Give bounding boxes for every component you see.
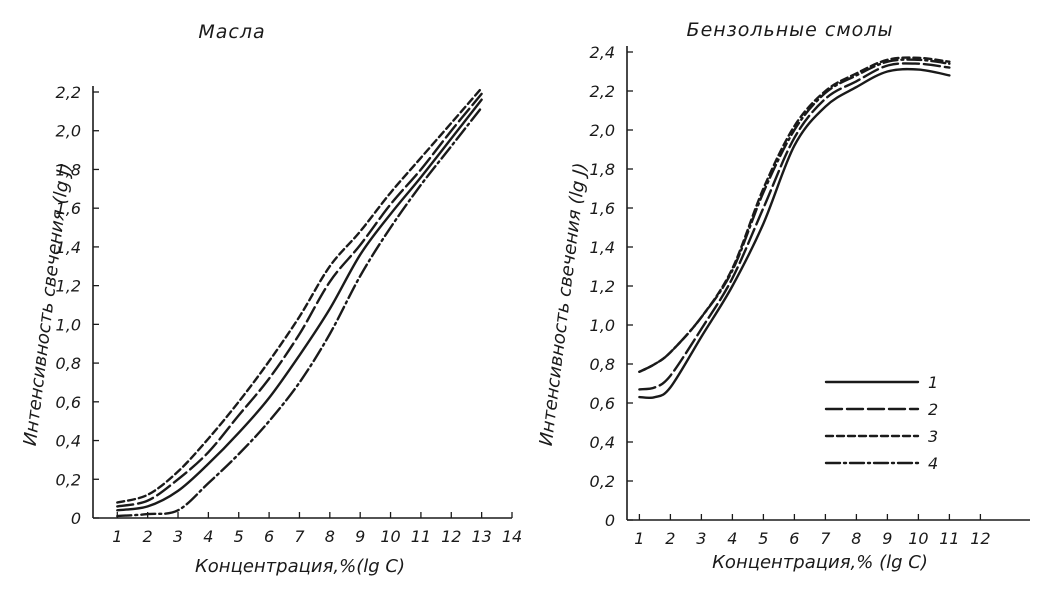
x-tick-label: 2 [143, 527, 153, 546]
y-tick-label: 0,4 [56, 432, 81, 451]
x-tick-label: 10 [380, 527, 400, 546]
x-tick-label: 1 [634, 529, 644, 548]
y-tick-label: 0,8 [590, 355, 615, 374]
y-tick-label: 1,0 [56, 315, 81, 334]
x-tick-label: 14 [502, 527, 522, 546]
y-tick-label: 0,6 [590, 394, 615, 413]
series-line-4 [116, 106, 483, 518]
x-axis-label: Концентрация,% (lg C) [712, 552, 928, 573]
x-tick-label: 11 [411, 527, 431, 546]
x-tick-label: 13 [471, 527, 491, 546]
y-tick-label: 0,8 [56, 354, 81, 373]
series-line-1 [638, 67, 951, 400]
y-tick-label: 0 [71, 509, 81, 528]
x-tick-label: 11 [939, 529, 959, 548]
legend-label-1: 1 [928, 373, 938, 392]
y-tick-label: 0,4 [590, 433, 615, 452]
chart-oils: Масла Интенсивность свечения (lg J) Конц… [20, 21, 522, 577]
x-tick-label: 6 [789, 529, 799, 548]
x-tick-label: 9 [355, 527, 365, 546]
series-line-2 [116, 92, 483, 508]
series-line-3 [638, 56, 951, 373]
y-axis-label: Интенсивность свечения (lg J) [536, 162, 592, 448]
y-tick-label: 1,0 [590, 316, 615, 335]
chart-benzene-resins: Бензольные смолы Интенсивность свечения … [536, 19, 1030, 573]
y-tick-label: 1,8 [56, 160, 81, 179]
series-line-3 [116, 86, 483, 504]
legend-label-3: 3 [928, 427, 938, 446]
series-line-1 [116, 98, 483, 512]
y-tick-label: 0,2 [56, 470, 81, 489]
x-tick-label: 2 [665, 529, 675, 548]
y-tick-label: 2,4 [590, 43, 615, 62]
y-tick-label: 2,0 [56, 122, 81, 141]
x-axis-label: Концентрация,%(lg C) [195, 556, 405, 577]
x-tick-label: 12 [441, 527, 461, 546]
x-tick-label: 4 [727, 529, 737, 548]
x-tick-label: 5 [758, 529, 768, 548]
y-tick-label: 0 [605, 511, 615, 530]
y-tick-label: 1,2 [56, 277, 81, 296]
x-tick-label: 7 [294, 527, 305, 546]
x-tick-label: 7 [820, 529, 831, 548]
y-tick-label: 1,8 [590, 160, 615, 179]
y-tick-label: 0,2 [590, 472, 615, 491]
y-tick-label: 0,6 [56, 393, 81, 412]
y-tick-label: 1,2 [590, 277, 615, 296]
x-tick-label: 6 [264, 527, 274, 546]
x-tick-label: 3 [173, 527, 183, 546]
legend-label-4: 4 [928, 454, 938, 473]
chart-title: Масла [198, 21, 265, 43]
series-line-4 [638, 58, 951, 373]
y-tick-label: 2,0 [590, 121, 615, 140]
y-tick-label: 1,6 [590, 199, 615, 218]
y-tick-label: 1,6 [56, 199, 81, 218]
x-tick-label: 1 [112, 527, 122, 546]
x-tick-label: 5 [234, 527, 244, 546]
x-tick-label: 10 [908, 529, 928, 548]
x-tick-label: 3 [696, 529, 706, 548]
y-tick-label: 2,2 [56, 83, 81, 102]
y-tick-label: 1,4 [56, 238, 81, 257]
x-tick-label: 9 [882, 529, 892, 548]
x-tick-label: 12 [970, 529, 990, 548]
y-tick-label: 2,2 [590, 82, 615, 101]
x-tick-label: 4 [203, 527, 213, 546]
x-tick-label: 8 [325, 527, 335, 546]
chart-title: Бензольные смолы [687, 19, 894, 41]
x-tick-label: 8 [851, 529, 861, 548]
series-line-2 [638, 62, 951, 391]
legend-label-2: 2 [928, 400, 938, 419]
y-tick-label: 1,4 [590, 238, 615, 257]
